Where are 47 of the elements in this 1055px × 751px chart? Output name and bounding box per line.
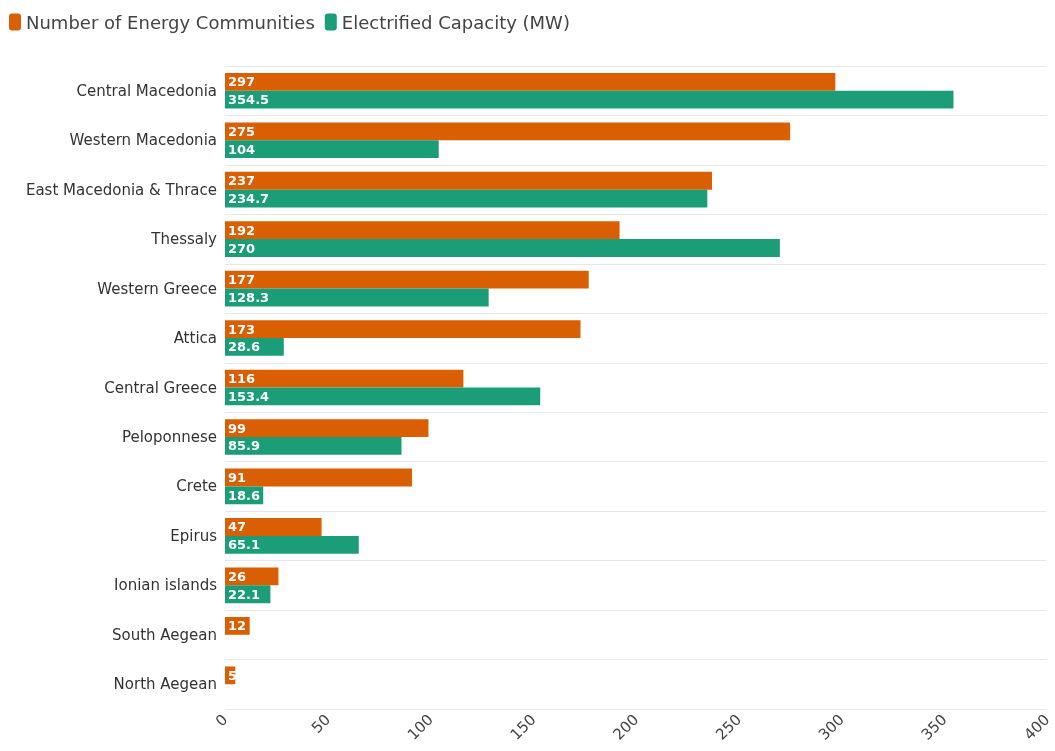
data-label: 12 bbox=[228, 618, 247, 634]
x-tick-label: 50 bbox=[307, 710, 335, 737]
data-label: 275 bbox=[228, 123, 256, 139]
data-label: 47 bbox=[228, 519, 247, 535]
data-label: 270 bbox=[228, 240, 256, 256]
y-tick-label: Epirus bbox=[170, 526, 218, 545]
data-label: 18.6 bbox=[228, 487, 261, 503]
y-tick-label: North Aegean bbox=[113, 675, 217, 694]
x-tick-label: 200 bbox=[609, 710, 643, 744]
data-label: 173 bbox=[228, 321, 256, 337]
x-tick-label: 250 bbox=[712, 710, 746, 744]
y-tick-label: Western Greece bbox=[97, 279, 217, 298]
y-tick-label: Thessaly bbox=[150, 230, 218, 249]
data-label: 28.6 bbox=[228, 339, 261, 355]
x-tick-label: 400 bbox=[1020, 710, 1054, 744]
data-label: 234.7 bbox=[228, 191, 270, 207]
y-tick-label: Central Macedonia bbox=[76, 81, 217, 100]
y-tick-label: East Macedonia & Thrace bbox=[25, 180, 217, 199]
legend-label: Electrified Capacity (MW) bbox=[341, 11, 570, 33]
y-tick-label: Attica bbox=[173, 329, 217, 348]
data-label: 91 bbox=[228, 470, 247, 486]
y-tick-label: Western Macedonia bbox=[69, 131, 217, 150]
x-tick-label: 300 bbox=[814, 710, 848, 744]
x-tick-label: 350 bbox=[917, 710, 951, 744]
y-tick-label: Crete bbox=[176, 477, 217, 496]
data-label: 297 bbox=[228, 74, 256, 90]
data-label: 99 bbox=[228, 420, 247, 436]
data-label: 65.1 bbox=[228, 537, 261, 553]
data-label: 192 bbox=[228, 222, 256, 238]
y-tick-label: Peloponnese bbox=[121, 427, 217, 446]
y-tick-label: Central Greece bbox=[104, 378, 217, 397]
data-label: 116 bbox=[228, 371, 256, 387]
y-tick-label: Ionian islands bbox=[114, 576, 218, 595]
data-label: 22.1 bbox=[228, 586, 261, 602]
x-tick-label: 150 bbox=[506, 710, 540, 744]
data-label: 177 bbox=[228, 272, 256, 288]
x-tick-label: 0 bbox=[211, 710, 232, 731]
data-label: 26 bbox=[228, 568, 247, 584]
data-label: 128.3 bbox=[228, 289, 270, 305]
data-label: 354.5 bbox=[228, 92, 270, 108]
x-tick-label: 100 bbox=[403, 710, 437, 744]
data-label: 85.9 bbox=[228, 438, 261, 454]
legend-label: Number of Energy Communities bbox=[26, 11, 315, 33]
y-tick-label: South Aegean bbox=[111, 625, 217, 644]
data-label: 237 bbox=[228, 173, 256, 189]
data-label: 104 bbox=[228, 141, 256, 157]
data-label: 153.4 bbox=[228, 388, 270, 404]
